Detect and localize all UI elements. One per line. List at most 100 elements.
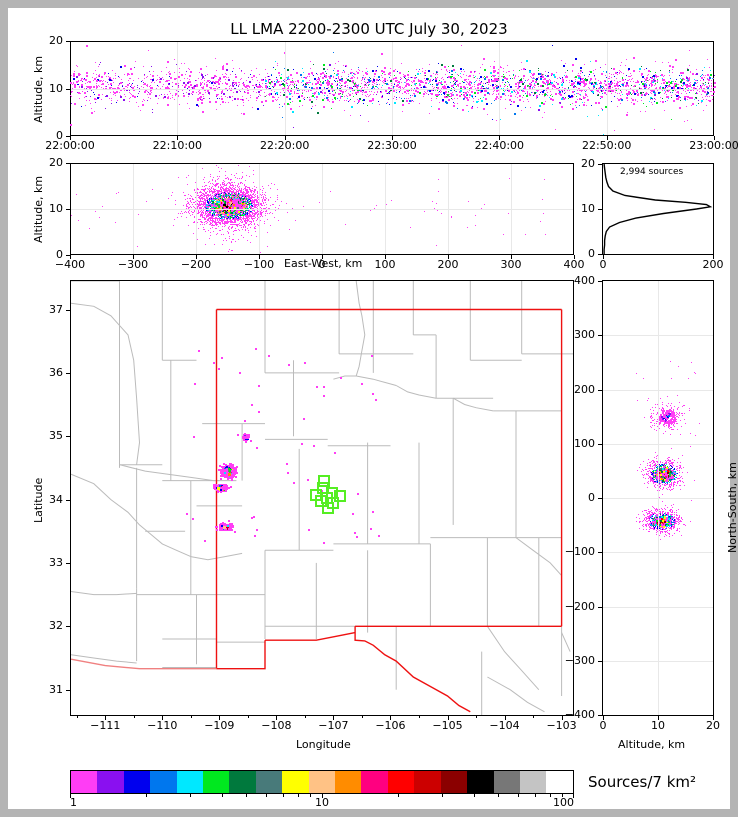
source-point [266,86,268,88]
source-point [614,83,615,84]
source-point [583,104,585,106]
source-point [439,80,440,81]
source-point [439,94,440,95]
source-point [202,78,203,79]
source-point [685,91,686,92]
source-point [534,87,535,88]
source-point [147,91,148,92]
source-point [399,83,400,84]
source-point [341,76,342,77]
source-point [284,87,285,88]
source-point [275,99,276,100]
source-point [464,99,465,100]
source-point [370,78,371,79]
source-point [352,82,353,83]
source-point [320,82,321,83]
source-point [490,66,491,67]
source-point [331,108,332,109]
source-point [151,66,152,67]
source-point [669,84,670,85]
source-point [112,70,113,71]
source-point [452,92,453,93]
source-point [700,86,702,88]
source-point [201,79,202,80]
source-point [322,82,323,83]
source-point [362,100,363,101]
source-point [653,79,654,80]
source-point [534,84,535,85]
source-point [663,82,665,84]
source-point [73,75,75,77]
axis-tick [284,136,286,140]
source-point [484,78,486,80]
source-point [590,61,591,62]
source-point [436,98,437,99]
source-point [189,81,191,83]
source-point [261,86,262,87]
source-point [705,96,706,97]
source-point [77,66,78,67]
source-point [597,94,599,96]
source-point [641,97,642,98]
source-point [567,77,568,78]
source-point [330,93,331,94]
source-point [172,95,173,96]
source-point [582,72,583,73]
source-point [695,98,696,99]
source-point [427,90,428,91]
source-point [98,85,99,86]
source-point [560,78,561,79]
source-point [269,95,270,96]
source-point [483,86,484,87]
source-point [585,94,587,96]
source-point [707,93,708,94]
source-point [652,99,653,100]
source-point [386,103,387,104]
source-point [582,90,583,91]
source-point [519,90,520,91]
source-point [472,97,473,98]
source-point [341,87,342,88]
source-point [83,79,84,80]
source-point [611,84,612,85]
source-point [325,77,326,78]
source-point [354,85,355,86]
source-point [685,100,686,101]
source-point [514,78,515,79]
source-point [99,80,101,82]
source-point [131,84,132,85]
source-point [213,82,214,83]
source-point [491,80,493,82]
source-point [660,97,661,98]
source-point [332,91,333,92]
source-point [631,102,632,103]
source-point [253,91,254,92]
source-point [673,81,674,82]
source-point [119,83,120,84]
source-point [209,192,210,193]
time-panel-ylabel: Altitude, km [32,55,45,123]
source-point [411,89,412,90]
source-point [703,75,704,76]
source-point [340,97,341,98]
source-point [268,94,269,95]
source-point [157,75,158,76]
source-point [428,70,430,72]
source-point [89,100,90,101]
source-point [216,89,217,90]
source-point [218,87,219,88]
source-point [342,78,343,79]
source-point [601,108,602,109]
source-point [408,84,410,86]
source-point [192,214,193,215]
source-point [444,94,445,95]
source-point [163,98,164,99]
source-point [320,73,322,75]
source-point [584,79,586,81]
source-point [215,58,216,59]
source-point [712,99,713,100]
source-point [366,68,367,69]
source-point [575,58,577,60]
source-point [584,64,585,65]
source-point [614,130,615,131]
